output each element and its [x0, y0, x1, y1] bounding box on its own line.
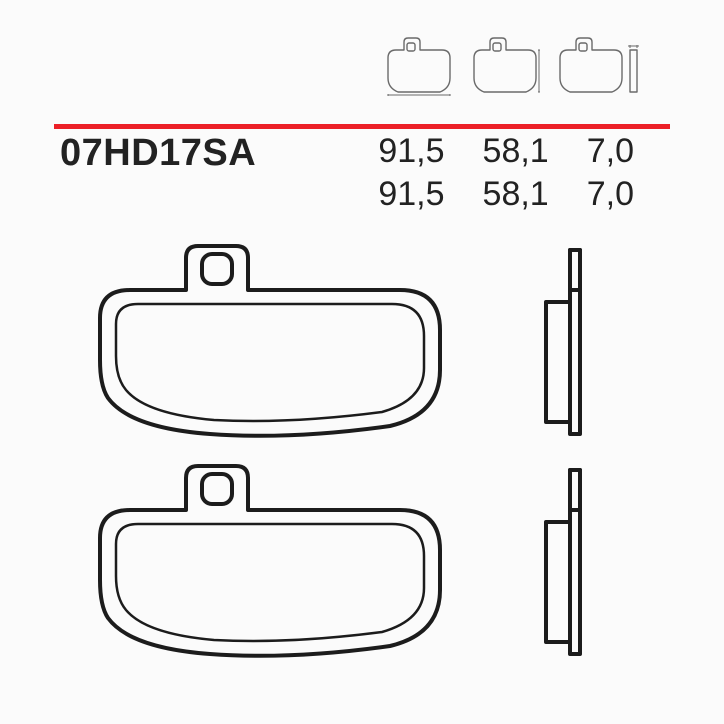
pad-side-view-1 — [540, 240, 584, 445]
technical-drawings — [90, 240, 634, 664]
thumb-width — [382, 36, 456, 98]
info-row: 07HD17SA 91,5 58,1 7,0 91,5 58,1 7,0 — [60, 132, 664, 214]
section-divider — [54, 116, 670, 121]
pad-face-view-1 — [90, 240, 450, 445]
dim-thickness-2: 7,0 — [587, 175, 634, 214]
dimensions-table: 91,5 58,1 7,0 91,5 58,1 7,0 — [378, 132, 634, 214]
dimension-thumbnails — [382, 36, 644, 98]
pad-face-view-2 — [90, 460, 450, 665]
dim-height-1: 58,1 — [483, 132, 549, 171]
dim-width-2: 91,5 — [378, 175, 444, 214]
thumb-thickness — [554, 36, 644, 98]
pad-drawing-2 — [90, 460, 584, 665]
pad-drawing-1 — [90, 240, 584, 445]
thumb-height — [468, 36, 542, 98]
dim-thickness-1: 7,0 — [587, 132, 634, 171]
dim-width-1: 91,5 — [378, 132, 444, 171]
dim-height-2: 58,1 — [483, 175, 549, 214]
pad-side-view-2 — [540, 460, 584, 665]
product-code: 07HD17SA — [60, 132, 256, 175]
page-root: { "product_code": "07HD17SA", "divider_c… — [0, 0, 724, 724]
